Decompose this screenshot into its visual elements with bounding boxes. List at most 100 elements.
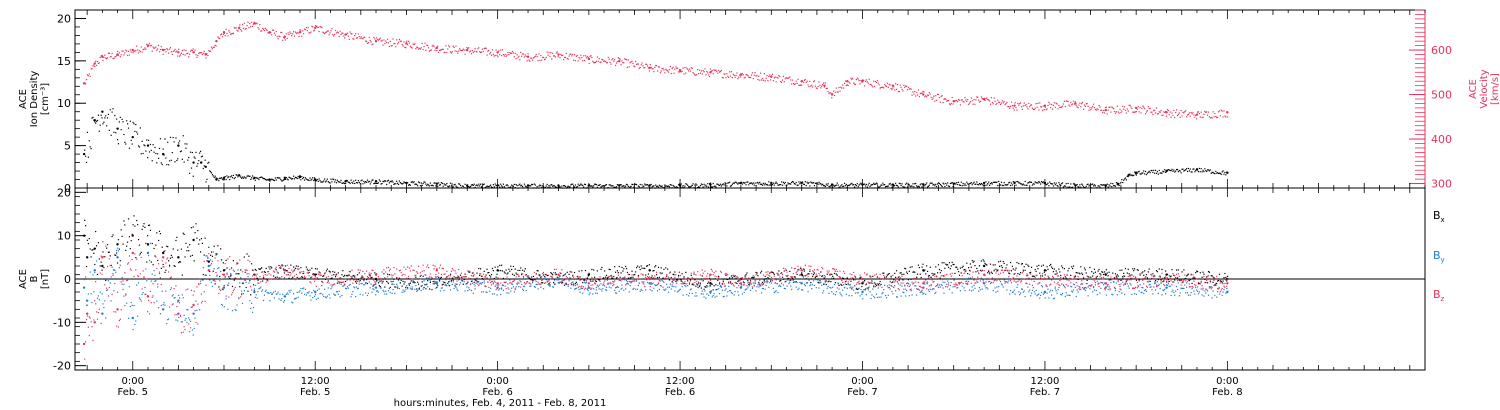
by-point (299, 290, 301, 292)
velocity-point (374, 38, 376, 40)
by-point (297, 296, 299, 298)
bx-point (859, 277, 861, 279)
velocity-point (604, 60, 606, 62)
density-point (286, 178, 288, 180)
by-point (512, 286, 515, 288)
bx-point (565, 283, 567, 285)
bx-point (247, 290, 249, 292)
bx-point (425, 288, 427, 290)
density-point (567, 185, 569, 187)
velocity-point (333, 35, 335, 37)
density-point (1037, 182, 1039, 184)
bx-point (763, 279, 765, 281)
density-point (558, 186, 560, 188)
by-point (618, 290, 620, 292)
velocity-point (1097, 109, 1099, 111)
bx-point (802, 268, 805, 270)
velocity-point (926, 94, 929, 96)
by-data-point (982, 282, 986, 285)
density-point (203, 165, 205, 167)
density-point (466, 185, 468, 187)
density-point (205, 181, 207, 183)
velocity-point (563, 56, 566, 58)
velocity-point (133, 50, 135, 53)
velocity-point (950, 102, 952, 105)
by-point (600, 283, 602, 285)
velocity-point (968, 103, 970, 105)
density-point (1162, 170, 1164, 172)
density-point (583, 183, 586, 185)
bx-point (553, 283, 556, 285)
bx-point (593, 269, 595, 271)
density-point (926, 186, 929, 188)
velocity-point (272, 29, 274, 31)
by-point (345, 288, 348, 290)
bx-point (1185, 277, 1187, 280)
density-point (547, 186, 549, 188)
density-point (815, 182, 817, 184)
by-point (253, 288, 255, 290)
by-point (107, 280, 110, 282)
bx-point (622, 270, 624, 272)
density-point (622, 185, 624, 187)
by-point (368, 281, 370, 283)
by-point (202, 267, 204, 269)
density-point (742, 181, 744, 184)
density-point (601, 185, 603, 187)
density-point (236, 174, 238, 176)
bx-point (895, 276, 897, 278)
density-point (242, 177, 245, 179)
density-point (303, 176, 305, 179)
bx-point (686, 278, 688, 280)
bx-point (933, 273, 935, 275)
by-point (616, 286, 619, 288)
density-point (784, 181, 786, 184)
by-point (223, 306, 225, 308)
velocity-point (406, 40, 408, 42)
bx-point (619, 276, 621, 278)
density-point (1066, 186, 1068, 188)
velocity-point (1124, 109, 1127, 112)
velocity-point (1026, 106, 1028, 108)
velocity-point (214, 44, 216, 46)
velocity-point (681, 70, 683, 72)
velocity-point (215, 45, 217, 47)
by-point (420, 289, 422, 292)
bx-point (352, 275, 354, 277)
by-point (123, 283, 125, 285)
velocity-point (1134, 111, 1136, 113)
velocity-point (1048, 101, 1050, 103)
density-point (378, 179, 380, 181)
velocity-point (796, 82, 798, 84)
bx-point (1051, 267, 1054, 269)
bx-point (423, 286, 425, 289)
by-point (479, 283, 481, 285)
density-point (1116, 183, 1118, 186)
density-point (751, 183, 754, 185)
density-point (765, 184, 767, 186)
velocity-point (652, 68, 654, 70)
density-point (557, 185, 559, 187)
density-point (854, 184, 857, 186)
velocity-point (995, 103, 997, 106)
density-point (440, 182, 442, 184)
density-point (727, 182, 729, 184)
density-point (1191, 171, 1193, 173)
density-point (1016, 180, 1018, 183)
bx-point (825, 283, 827, 286)
velocity-point (754, 72, 756, 74)
velocity-point (1179, 116, 1181, 118)
velocity-point (698, 73, 700, 75)
velocity-point (324, 31, 327, 34)
density-point (453, 184, 455, 186)
bx-point (635, 267, 638, 269)
velocity-point (519, 59, 521, 61)
velocity-point (1041, 109, 1044, 111)
density-point (447, 185, 449, 187)
bx-point (558, 282, 560, 284)
density-point (611, 185, 613, 187)
velocity-point (339, 30, 341, 32)
velocity-point (936, 93, 939, 96)
velocity-point (1212, 111, 1214, 113)
velocity-point (500, 55, 503, 57)
